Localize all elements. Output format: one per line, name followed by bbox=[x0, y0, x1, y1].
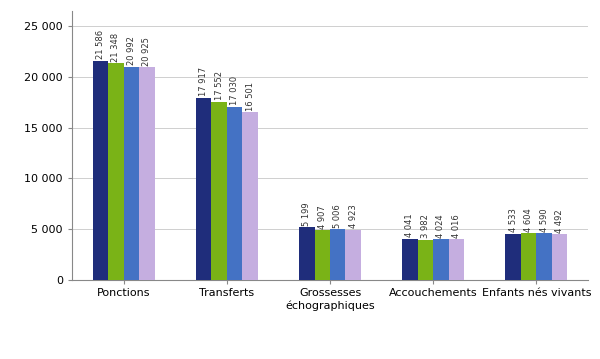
Text: 21 586: 21 586 bbox=[96, 30, 105, 59]
Bar bbox=[196, 98, 211, 280]
Text: 4 024: 4 024 bbox=[436, 214, 445, 238]
Text: 4 923: 4 923 bbox=[349, 205, 358, 228]
Bar bbox=[418, 239, 433, 280]
Text: 16 501: 16 501 bbox=[245, 82, 254, 111]
Bar bbox=[433, 239, 449, 280]
Text: 5 199: 5 199 bbox=[302, 202, 311, 226]
Text: 5 006: 5 006 bbox=[333, 204, 342, 228]
Bar bbox=[330, 229, 346, 280]
Text: 4 604: 4 604 bbox=[524, 208, 533, 232]
Bar bbox=[536, 233, 552, 280]
Bar bbox=[402, 239, 418, 280]
Text: 4 533: 4 533 bbox=[509, 209, 518, 232]
Bar bbox=[124, 67, 139, 280]
Text: 20 992: 20 992 bbox=[127, 36, 136, 65]
Bar bbox=[242, 112, 258, 280]
Bar bbox=[108, 63, 124, 280]
Bar bbox=[299, 227, 314, 280]
Text: 4 590: 4 590 bbox=[539, 208, 548, 232]
Bar bbox=[227, 107, 242, 280]
Bar bbox=[92, 61, 108, 280]
Text: 3 982: 3 982 bbox=[421, 214, 430, 238]
Text: 4 016: 4 016 bbox=[452, 214, 461, 238]
Text: 17 917: 17 917 bbox=[199, 67, 208, 97]
Text: 21 348: 21 348 bbox=[112, 32, 121, 62]
Text: 4 907: 4 907 bbox=[318, 205, 327, 229]
Text: 17 030: 17 030 bbox=[230, 76, 239, 106]
Text: 20 925: 20 925 bbox=[142, 37, 151, 66]
Text: 4 041: 4 041 bbox=[406, 214, 415, 237]
Bar bbox=[314, 230, 330, 280]
Bar bbox=[211, 102, 227, 280]
Bar bbox=[139, 67, 155, 280]
Bar bbox=[505, 234, 521, 280]
Bar bbox=[449, 239, 464, 280]
Bar bbox=[521, 233, 536, 280]
Text: 4 492: 4 492 bbox=[555, 209, 564, 233]
Text: 17 552: 17 552 bbox=[215, 71, 224, 100]
Bar bbox=[552, 234, 568, 280]
Bar bbox=[346, 230, 361, 280]
